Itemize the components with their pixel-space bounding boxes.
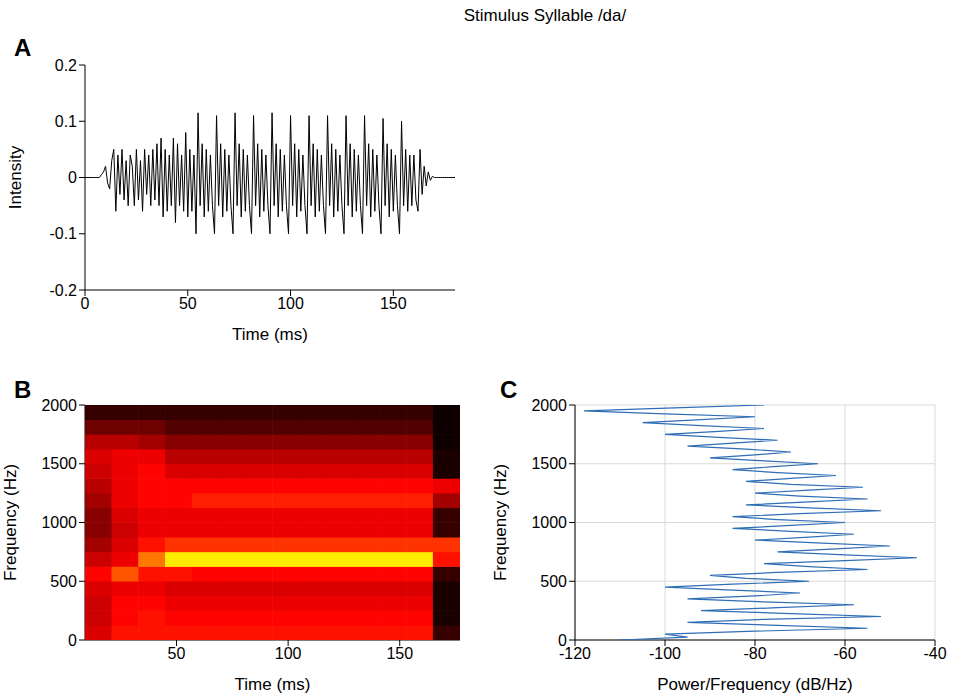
html-text:C: C (500, 376, 518, 403)
svg-text:Frequency (Hz): Frequency (Hz) (1, 464, 20, 581)
svg-text:1500: 1500 (531, 455, 567, 472)
svg-text:2000: 2000 (41, 397, 77, 414)
svg-text:-60: -60 (833, 645, 856, 662)
svg-text:Intensity: Intensity (6, 145, 25, 209)
svg-text:0: 0 (81, 295, 90, 312)
svg-text:Time (ms): Time (ms) (235, 675, 311, 694)
svg-text:0.1: 0.1 (55, 113, 77, 130)
svg-text:500: 500 (50, 573, 77, 590)
svg-text:Frequency (Hz): Frequency (Hz) (491, 464, 510, 581)
svg-text:Power/Frequency (dB/Hz): Power/Frequency (dB/Hz) (657, 675, 853, 694)
svg-text:-120: -120 (559, 645, 591, 663)
svg-text:-0.1: -0.1 (49, 225, 77, 242)
svg-text:100: 100 (277, 295, 304, 312)
svg-text:150: 150 (380, 295, 407, 312)
svg-text:0: 0 (68, 632, 77, 649)
svg-text:1000: 1000 (41, 514, 77, 531)
html-text:B: B (14, 376, 32, 403)
svg-text:150: 150 (386, 645, 413, 662)
svg-text:2000: 2000 (531, 397, 567, 414)
svg-text:1500: 1500 (41, 455, 77, 472)
svg-text:50: 50 (168, 645, 186, 662)
svg-text:0: 0 (558, 632, 567, 649)
svg-text:0.2: 0.2 (55, 57, 77, 74)
svg-text:Time (ms): Time (ms) (232, 325, 308, 344)
html-text:A: A (14, 34, 32, 61)
svg-text:-100: -100 (649, 645, 681, 662)
svg-text:500: 500 (540, 573, 567, 590)
html-text:Stimulus Syllable /da/: Stimulus Syllable /da/ (463, 6, 627, 25)
svg-text:-40: -40 (923, 645, 946, 662)
svg-text:0: 0 (68, 169, 77, 186)
svg-text:-80: -80 (743, 645, 766, 662)
svg-text:1000: 1000 (531, 514, 567, 531)
svg-text:-0.2: -0.2 (49, 282, 77, 299)
svg-text:100: 100 (275, 645, 302, 662)
svg-text:50: 50 (179, 295, 197, 312)
